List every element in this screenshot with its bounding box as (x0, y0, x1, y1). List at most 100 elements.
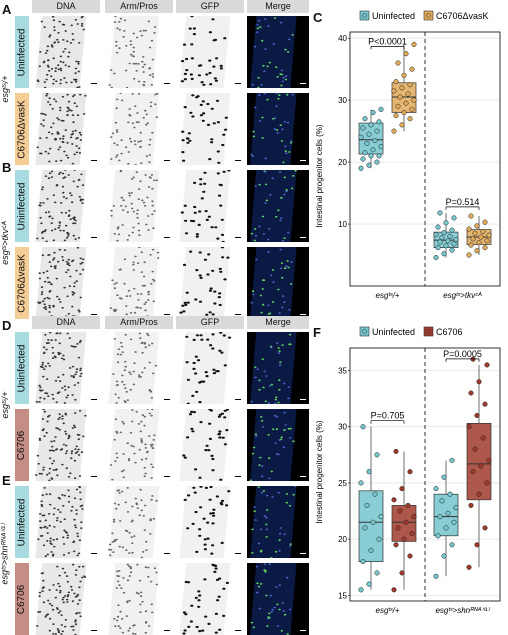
top-col-header: GFP (176, 0, 244, 13)
top-micrograph (247, 170, 309, 242)
data-point (366, 162, 372, 168)
bottom-col-header: DNA (32, 316, 100, 329)
scale-bar (235, 476, 241, 477)
y-tick-label: 30 (338, 423, 347, 432)
data-point (407, 82, 413, 88)
data-point (449, 227, 455, 233)
data-point (445, 238, 451, 244)
y-tick-label: 30 (338, 96, 347, 105)
data-point (399, 85, 405, 91)
data-point (407, 116, 413, 122)
data-point (391, 128, 397, 134)
top-micrograph (176, 93, 244, 165)
y-tick-label: 15 (338, 591, 347, 600)
bottom-micrograph (176, 332, 244, 404)
data-point (378, 144, 384, 150)
data-point (433, 573, 439, 579)
top-genotype-label: esgᵗˢ/+ (0, 75, 10, 103)
data-point (470, 236, 476, 242)
data-point (409, 530, 415, 537)
bottom-micrograph (247, 409, 309, 481)
bottom-micrograph (32, 332, 100, 404)
bottom-micrograph (32, 409, 100, 481)
data-point (362, 150, 368, 156)
data-point (472, 446, 478, 452)
data-point (484, 238, 490, 244)
top-micrograph (105, 170, 173, 242)
data-point (374, 128, 380, 134)
data-point (435, 245, 441, 251)
data-point (362, 525, 368, 531)
panel-letter-a: A (2, 2, 12, 17)
data-point (360, 424, 366, 430)
data-point (372, 137, 378, 143)
top-col-header: Merge (247, 0, 309, 13)
data-point (449, 542, 455, 548)
data-point (401, 536, 407, 542)
legend-label: Uninfected (372, 11, 415, 21)
y-tick-label: 35 (338, 366, 347, 375)
data-point (364, 502, 370, 508)
data-point (439, 235, 445, 241)
data-point (374, 159, 380, 165)
data-point (409, 66, 415, 72)
top-micrograph (247, 93, 309, 165)
data-point (374, 570, 380, 576)
data-point (395, 60, 401, 66)
data-point (364, 140, 370, 147)
data-point (405, 502, 411, 508)
data-point (362, 116, 368, 122)
top-micrograph (176, 170, 244, 242)
bottom-micrograph (247, 332, 309, 404)
data-point (368, 122, 374, 128)
data-point (466, 252, 472, 258)
data-point (370, 147, 376, 153)
bottom-col-header: GFP (176, 316, 244, 329)
x-tick-label: esgᵗˢ/+ (376, 291, 400, 300)
data-point (482, 219, 488, 225)
chart-c-ylabel: Intestinal progenitor cells (%) (315, 124, 324, 227)
data-point (372, 491, 378, 497)
top-micrograph (32, 170, 100, 242)
bottom-micrograph (247, 486, 309, 558)
bottom-micrograph (105, 332, 173, 404)
data-point (358, 165, 364, 171)
data-point (472, 230, 478, 236)
bottom-micrograph (32, 563, 100, 635)
data-point (480, 228, 486, 235)
data-point (482, 245, 488, 251)
p-value-label: P<0.0001 (368, 36, 407, 46)
panel-letter-c: C (313, 10, 323, 25)
x-tick-label: esgᵗˢ>tkvᶜᴬ (443, 291, 482, 300)
top-micrograph (105, 247, 173, 319)
data-point (466, 424, 472, 430)
scale-bar (164, 237, 170, 238)
data-point (476, 379, 482, 385)
scale-bar (164, 630, 170, 631)
top-micrograph (176, 247, 244, 319)
scale-bar (91, 314, 97, 315)
legend-marker (426, 329, 431, 334)
data-point (433, 486, 439, 492)
data-point (482, 525, 488, 531)
scale-bar (300, 630, 306, 631)
bottom-condition-label: C6706 (15, 409, 29, 481)
data-point (407, 469, 413, 475)
chart-c-legend: Uninfected C6706ΔvasK (359, 10, 489, 21)
data-point (478, 234, 484, 240)
scale-bar (300, 160, 306, 161)
y-tick-label: 20 (338, 535, 347, 544)
top-micrograph (176, 16, 244, 88)
data-point (482, 401, 488, 407)
scale-bar (164, 314, 170, 315)
p-value-label: P=0.0005 (443, 349, 482, 359)
top-condition-label: Uninfected (15, 170, 29, 242)
panel-letter-f: F (313, 325, 321, 340)
data-point (399, 570, 405, 576)
scale-bar (235, 83, 241, 84)
data-point (391, 88, 397, 94)
bottom-col-header: Merge (247, 316, 309, 329)
data-point (374, 452, 380, 458)
scale-bar (235, 237, 241, 238)
y-tick-label: 20 (338, 158, 347, 167)
